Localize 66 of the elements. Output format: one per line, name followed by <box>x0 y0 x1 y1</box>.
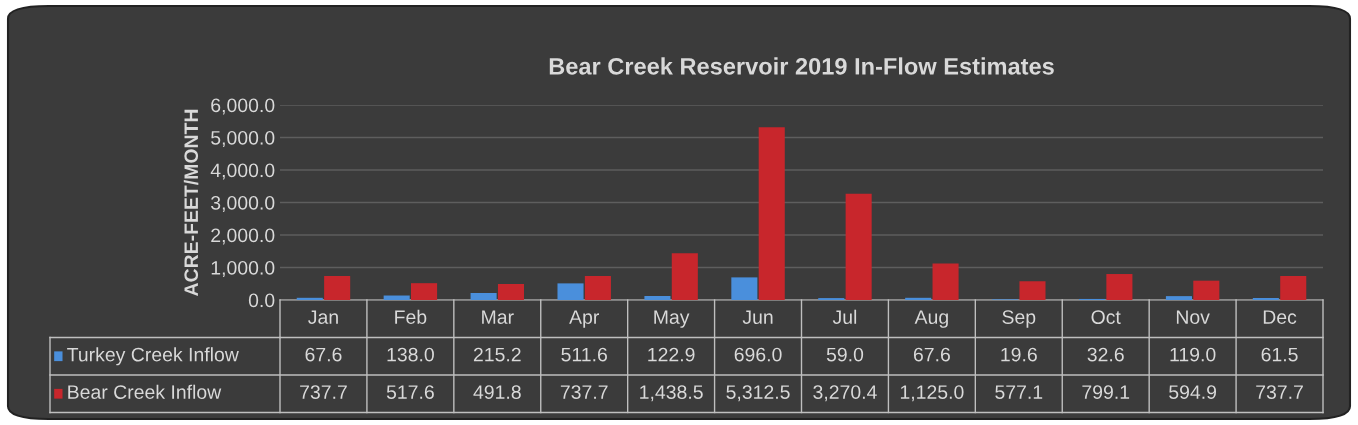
data-label: 1,438.5 <box>640 385 703 402</box>
bar <box>584 276 611 300</box>
data-label: 122.9 <box>648 347 695 362</box>
x-tick-label: Apr <box>569 310 600 328</box>
data-label: 737.7 <box>1256 385 1303 399</box>
bar <box>644 296 671 300</box>
data-label: 215.2 <box>473 347 521 362</box>
y-axis-title: ACRE-FEET/MONTH <box>183 109 199 296</box>
bar <box>497 284 525 300</box>
x-tick-label: Oct <box>1091 310 1121 324</box>
bar <box>1019 281 1046 300</box>
data-label: 511.6 <box>561 347 607 362</box>
data-label: 517.6 <box>386 385 434 399</box>
legend-label: Bear Creek Inflow <box>68 384 222 399</box>
x-tick-label: Sep <box>1002 310 1036 328</box>
x-tick-label: Nov <box>1176 310 1210 324</box>
data-label: 119.0 <box>1170 347 1216 362</box>
data-label: 32.6 <box>1087 347 1124 362</box>
bar <box>845 193 872 300</box>
data-label: 491.8 <box>473 385 521 399</box>
data-label: 737.7 <box>560 385 608 399</box>
data-label: 799.1 <box>1082 385 1130 399</box>
x-tick-label: Jan <box>308 310 338 324</box>
bar <box>1280 276 1307 300</box>
data-label: 19.6 <box>1001 347 1037 362</box>
data-label: 1,125.0 <box>900 385 964 402</box>
x-tick-label: May <box>654 310 690 328</box>
bar <box>758 127 785 300</box>
y-tick-label: 5,000.0 <box>211 130 275 148</box>
y-tick-label: 1,000.0 <box>211 260 275 278</box>
bar <box>731 277 758 300</box>
data-label: 577.1 <box>995 385 1043 399</box>
bar <box>671 253 698 300</box>
bar <box>296 297 323 300</box>
x-tick-label: Jul <box>832 309 857 324</box>
y-tick-label: 0.0 <box>248 293 275 308</box>
legend-label: Turkey Creek Inflow <box>67 347 239 366</box>
bar <box>411 283 438 300</box>
data-label: 594.9 <box>1169 385 1217 399</box>
bar <box>1193 280 1220 300</box>
x-tick-label: Mar <box>482 310 514 324</box>
bar <box>905 297 932 300</box>
bar <box>557 283 584 300</box>
bar <box>324 276 351 300</box>
data-label: 61.5 <box>1261 347 1298 362</box>
x-tick-label: Jun <box>742 310 773 324</box>
y-tick-label: 4,000.0 <box>210 163 275 180</box>
bar <box>470 293 497 300</box>
bar <box>932 263 959 300</box>
data-label: 3,270.4 <box>813 385 877 402</box>
data-label: 67.6 <box>913 347 950 362</box>
chart-title: Bear Creek Reservoir 2019 In-Flow Estimates <box>549 57 1054 75</box>
y-tick-label: 6,000.0 <box>211 98 275 115</box>
x-tick-label: Feb <box>395 309 427 324</box>
x-tick-label: Dec <box>1263 310 1297 324</box>
y-tick-label: 2,000.0 <box>211 228 275 245</box>
data-label: 5,312.5 <box>726 385 790 402</box>
data-label: 67.6 <box>305 347 342 362</box>
data-label: 138.0 <box>387 347 434 362</box>
data-label: 59.0 <box>826 347 864 362</box>
data-label: 696.0 <box>734 347 782 362</box>
data-label: 737.7 <box>300 385 347 399</box>
x-tick-label: Aug <box>914 310 948 328</box>
bar <box>1165 296 1192 300</box>
bar <box>1106 274 1133 300</box>
y-tick-label: 3,000.0 <box>211 195 275 213</box>
